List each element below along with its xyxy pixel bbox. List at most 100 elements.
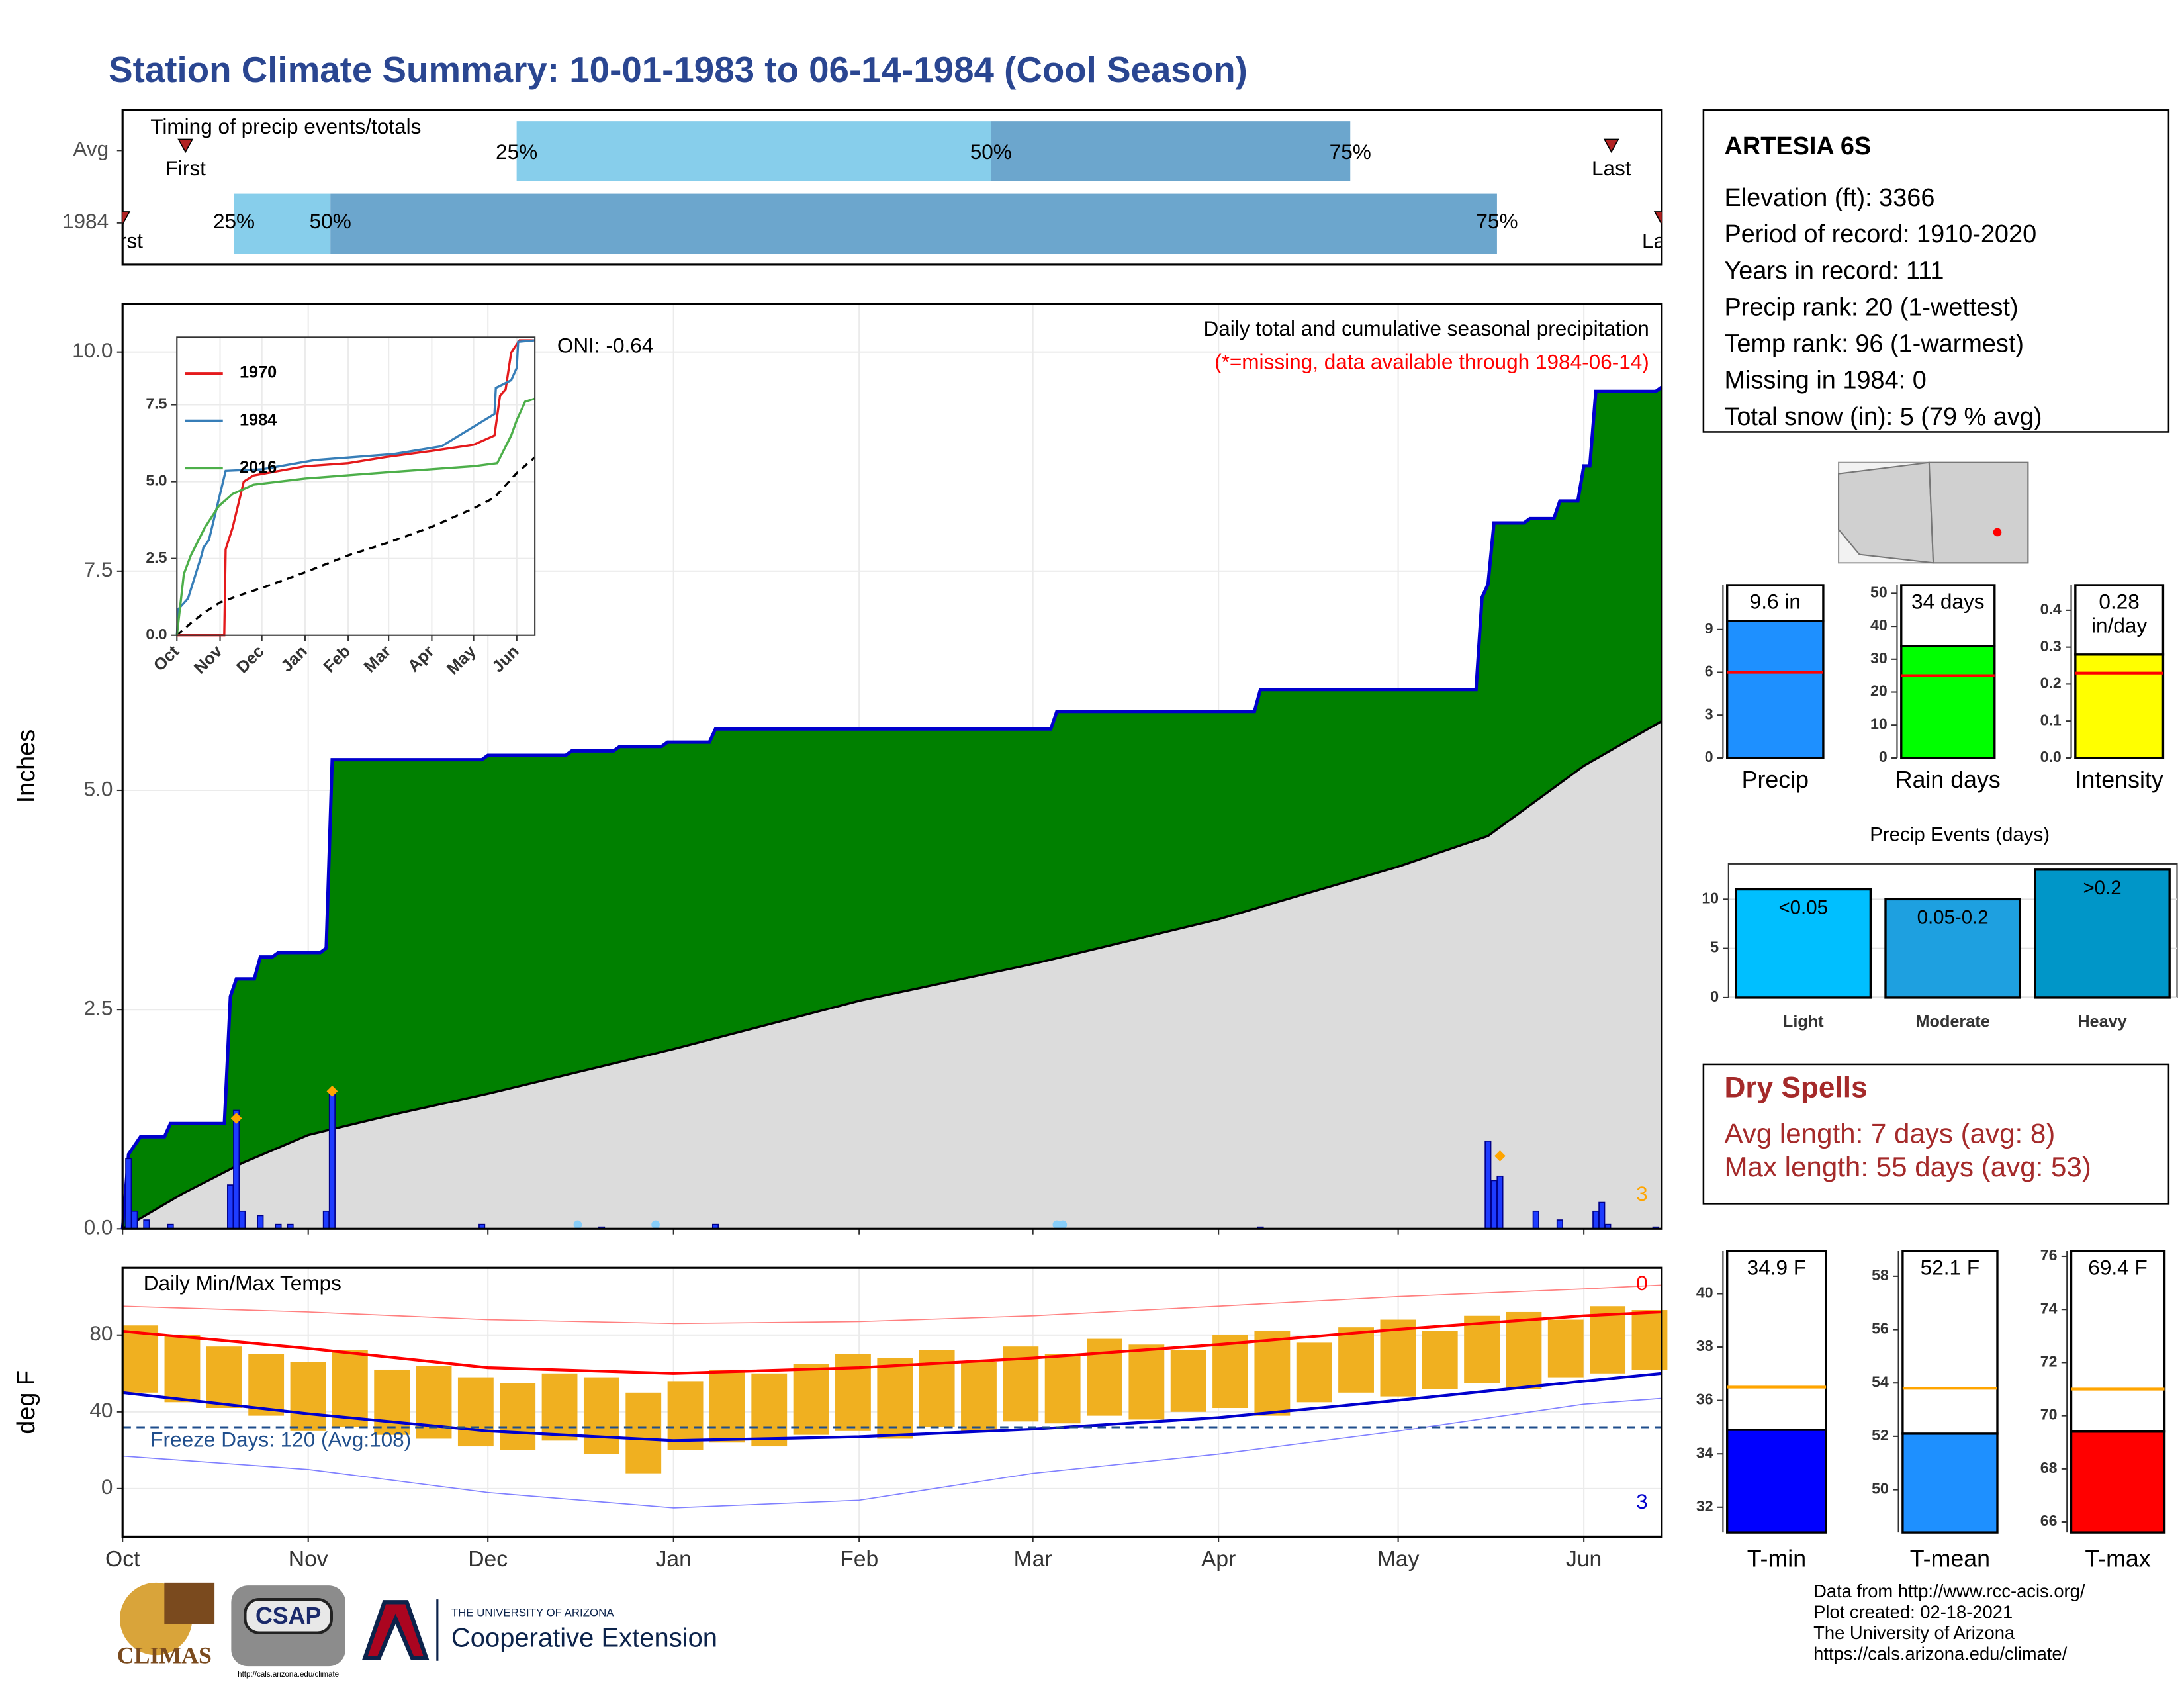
temp-range-bar — [793, 1364, 829, 1435]
bar — [2034, 868, 2171, 999]
event-label: First — [103, 229, 144, 253]
snow-count: 3 — [1636, 1182, 1648, 1205]
freeze-label: Freeze Days: 120 (Avg:108) — [150, 1427, 411, 1451]
series-line — [177, 339, 535, 637]
y-tick-label: 0.3 — [2040, 637, 2062, 655]
station-line: Precip rank: 20 (1-wettest) — [1724, 293, 2018, 321]
footer-line: Plot created: 02-18-2021 — [1813, 1601, 2013, 1622]
y-tick-label: 10 — [1870, 715, 1888, 732]
value-label: 0.28 in/day — [2091, 590, 2148, 638]
x-tick-label: May — [1377, 1547, 1420, 1571]
logos: CLIMAS CSAP http://cals.arizona.edu/clim… — [117, 1582, 717, 1679]
y-tick-label: 50 — [1870, 584, 1888, 601]
y-tick-label: 0.1 — [2040, 711, 2062, 728]
event-marker — [1653, 211, 1662, 226]
y-tick-label: 2.5 — [84, 996, 113, 1019]
quantile-label: 50% — [970, 140, 1012, 164]
bar-label: 0.05-0.2 — [1917, 907, 1989, 929]
temp-range-bar — [667, 1381, 704, 1450]
temp-range-bar — [1380, 1319, 1416, 1397]
record-low-count: 3 — [1636, 1489, 1648, 1513]
missing-marker — [651, 1220, 660, 1229]
temp-range-bar — [457, 1377, 494, 1447]
missing-marker — [573, 1220, 582, 1229]
bar — [1884, 898, 2021, 999]
temp-range-bar — [835, 1354, 871, 1431]
y-tick-label: 40 — [1696, 1284, 1713, 1301]
daily-bar — [1496, 1175, 1504, 1230]
logo-text: CSAP — [255, 1603, 321, 1629]
value-label: 52.1 F — [1920, 1256, 1980, 1281]
temp-range-bar — [1464, 1315, 1500, 1383]
daily-bar — [257, 1215, 264, 1230]
logo-text: http://cals.arizona.edu/climate — [238, 1671, 339, 1679]
missing-marker — [1052, 1220, 1062, 1229]
bar — [1726, 620, 1825, 759]
event-label: Last — [1642, 229, 1682, 253]
normal-max-line — [122, 1310, 1662, 1375]
station-line: Years in record: 111 — [1724, 257, 1944, 285]
bar — [2070, 1430, 2166, 1534]
normal-min-line — [122, 1372, 1662, 1442]
y-tick-label: 0.0 — [146, 626, 167, 643]
temp-range-bar — [332, 1350, 368, 1428]
cumulative-line — [120, 385, 1663, 1229]
station-line: Temp rank: 96 (1-warmest) — [1724, 330, 2024, 358]
legend-label: 2016 — [240, 458, 277, 477]
y-tick-label: 7.5 — [146, 395, 167, 412]
bar — [1726, 1429, 1827, 1534]
daily-bar — [131, 1210, 138, 1230]
footer-line: The University of Arizona — [1813, 1622, 2015, 1643]
dry-spells-title: Dry Spells — [1724, 1072, 1867, 1104]
daily-bar — [1592, 1210, 1600, 1230]
csap-logo-mark — [244, 1598, 333, 1634]
daily-bar — [1556, 1219, 1563, 1230]
value-label: 9.6 in — [1749, 590, 1801, 615]
daily-bar — [1490, 1180, 1498, 1230]
temp-range-bar — [751, 1373, 788, 1447]
temp-range-bar — [290, 1362, 326, 1431]
temp-range-bar — [1338, 1327, 1374, 1393]
x-tick-label: T-min — [1747, 1546, 1806, 1572]
record-high-count: 0 — [1636, 1271, 1648, 1295]
chart-title: Daily Min/Max Temps — [144, 1271, 341, 1295]
chart-subtitle: (*=missing, data available through 1984-… — [1214, 350, 1649, 374]
inset-background — [177, 337, 535, 635]
record-min-line — [122, 1397, 1662, 1509]
bar-label: >0.2 — [2083, 877, 2121, 899]
temp-range-bar — [1212, 1335, 1248, 1409]
y-tick-label: 0 — [101, 1475, 113, 1499]
logo-text: THE UNIVERSITY OF ARIZONA — [451, 1607, 614, 1619]
y-tick-label: 10 — [1702, 889, 1719, 906]
y-tick-label: 32 — [1696, 1497, 1713, 1515]
y-tick-label: 40 — [1870, 616, 1888, 633]
value-label-holder: 0.28 in/day — [2091, 590, 2148, 638]
x-tick-label: Jan — [656, 1547, 692, 1571]
annotation: ONI: -0.64 — [557, 333, 654, 357]
x-tick-label: T-mean — [1910, 1546, 1990, 1572]
map-state — [1928, 461, 2029, 564]
x-tick-label: Intensity — [2075, 767, 2163, 793]
chart-title: Daily total and cumulative seasonal prec… — [1203, 316, 1649, 340]
x-tick-label: T-max — [2085, 1546, 2150, 1572]
climas-logo-mark — [164, 1582, 215, 1624]
temp-range-bar — [1590, 1306, 1626, 1374]
logo-text: Cooperative Extension — [451, 1624, 717, 1653]
temp-range-bar — [1506, 1311, 1542, 1389]
chart-title: Precip Events (days) — [1870, 824, 2050, 846]
x-tick-label: Apr — [1201, 1547, 1236, 1571]
x-tick-label: Precip — [1742, 767, 1809, 793]
legend-label: 1970 — [240, 363, 277, 382]
y-tick-label: 20 — [1870, 682, 1888, 700]
y-tick-label: 9 — [1705, 620, 1713, 637]
quantile-label: 75% — [1476, 209, 1518, 233]
y-tick-label: 6 — [1705, 663, 1713, 680]
average-area — [122, 721, 1662, 1229]
dry-spells-box: Dry Spells Avg length: 7 days (avg: 8) M… — [1702, 1063, 2170, 1205]
daily-bar — [239, 1210, 246, 1230]
footer-line: Data from http://www.rcc-acis.org/ — [1813, 1581, 2085, 1601]
panel-frame — [121, 1266, 1663, 1538]
temp-range-bar — [500, 1383, 536, 1450]
value-label: 34 days — [1911, 590, 1985, 615]
